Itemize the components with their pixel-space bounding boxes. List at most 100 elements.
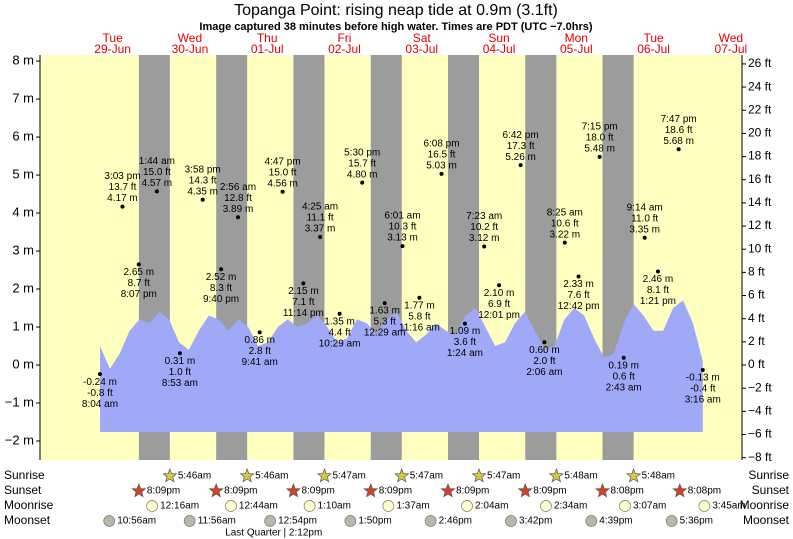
tide-point bbox=[318, 234, 323, 239]
star-icon bbox=[471, 468, 487, 483]
star-icon bbox=[316, 468, 333, 483]
star-icon bbox=[363, 483, 379, 498]
moonset-icon bbox=[505, 515, 517, 527]
sunset-time: 8:09pm bbox=[533, 486, 566, 497]
chart-title: Topanga Point: rising neap tide at 0.9m … bbox=[234, 2, 558, 19]
tide-point bbox=[482, 244, 487, 249]
tide-label: 4.4 ft bbox=[328, 327, 350, 338]
tide-label: 8:04 am bbox=[82, 399, 118, 410]
moonset-icon bbox=[585, 515, 598, 527]
row-label: Moonset bbox=[4, 513, 51, 527]
tide-label: 4.56 m bbox=[267, 178, 298, 189]
y2-tick-label: 22 ft bbox=[748, 102, 772, 116]
plot bbox=[40, 55, 742, 460]
tide-point bbox=[655, 269, 660, 274]
tide-label: 13.7 ft bbox=[109, 182, 137, 193]
y-tick-label: −2 m bbox=[5, 432, 34, 447]
tide-label: 2:06 am bbox=[526, 367, 562, 378]
tide-point bbox=[439, 171, 444, 176]
tide-label: 3.13 m bbox=[387, 233, 418, 244]
star-icon bbox=[548, 468, 564, 483]
moonrise-time: 2:34am bbox=[554, 501, 587, 512]
tide-label: 7:47 pm bbox=[661, 114, 697, 125]
moonrise-time: 3:07am bbox=[633, 501, 666, 512]
tide-label: 15.7 ft bbox=[348, 158, 376, 169]
y2-tick-label: −4 ft bbox=[748, 404, 772, 418]
tide-label: 3.6 ft bbox=[454, 337, 476, 348]
tide-label: 17.3 ft bbox=[507, 141, 535, 152]
tide-point bbox=[642, 235, 647, 240]
tide-label: 3:16 am bbox=[685, 395, 721, 406]
tide-point bbox=[400, 244, 405, 249]
day-date: 02-Jul bbox=[328, 42, 361, 56]
y2-tick-label: 14 ft bbox=[748, 195, 772, 209]
sunset-time: 8:09pm bbox=[456, 486, 489, 497]
y-tick-label: 6 m bbox=[12, 129, 34, 144]
y2-tick-label: 2 ft bbox=[748, 334, 765, 348]
tide-label: 9:14 am bbox=[627, 202, 663, 213]
tide-point bbox=[177, 351, 182, 356]
y2-tick-label: 6 ft bbox=[748, 288, 765, 302]
row-label: Moonrise bbox=[4, 498, 54, 512]
moonrise-time: 12:44am bbox=[239, 501, 278, 512]
tide-label: 8.7 ft bbox=[128, 278, 150, 289]
moonset-time: 10:56am bbox=[117, 516, 156, 527]
tide-point bbox=[417, 295, 422, 300]
y2-tick-label: 8 ft bbox=[748, 265, 765, 279]
tide-label: 3.89 m bbox=[223, 204, 254, 215]
star-icon bbox=[626, 468, 642, 483]
tide-label: 5.8 ft bbox=[408, 311, 430, 322]
moonrise-time: 1:37am bbox=[396, 501, 429, 512]
tide-label: 6:01 am bbox=[384, 211, 420, 222]
tide-label: 7.6 ft bbox=[567, 290, 589, 301]
tide-point bbox=[337, 311, 342, 316]
sunset-time: 8:09pm bbox=[224, 486, 257, 497]
tide-point bbox=[97, 372, 102, 377]
day-weekday: Wed bbox=[719, 31, 743, 45]
tide-label: 8.3 ft bbox=[210, 283, 232, 294]
moonrise-icon bbox=[619, 500, 631, 512]
day-weekday: Fri bbox=[337, 31, 351, 45]
star-icon bbox=[239, 468, 255, 483]
tide-label: 12:01 pm bbox=[478, 310, 520, 321]
sunrise-time: 5:48am bbox=[564, 471, 597, 482]
tide-point bbox=[576, 274, 581, 279]
star-icon bbox=[162, 468, 178, 483]
tide-label: -0.8 ft bbox=[87, 388, 113, 399]
day-date: 05-Jul bbox=[560, 42, 593, 56]
star-icon bbox=[594, 483, 611, 498]
tide-label: 4:25 am bbox=[302, 202, 338, 213]
day-weekday: Tue bbox=[643, 31, 664, 45]
tide-label: 4.35 m bbox=[187, 186, 218, 197]
row-label: Sunset bbox=[752, 483, 790, 497]
tide-label: 2.52 m bbox=[206, 272, 237, 283]
tide-label: 7.1 ft bbox=[292, 297, 314, 308]
tide-label: 1:21 pm bbox=[640, 296, 676, 307]
tide-label: 1.0 ft bbox=[169, 367, 191, 378]
y-tick-label: 2 m bbox=[12, 280, 34, 295]
star-icon bbox=[394, 468, 410, 483]
tide-label: 8:25 am bbox=[547, 207, 583, 218]
tide-point bbox=[236, 215, 241, 220]
sunrise-time: 5:46am bbox=[255, 471, 288, 482]
sunrise-time: 5:47am bbox=[487, 471, 520, 482]
tide-label: 18.0 ft bbox=[586, 132, 614, 143]
tide-label: 1:24 am bbox=[447, 348, 483, 359]
day-date: 04-Jul bbox=[483, 42, 516, 56]
y-tick-label: 5 m bbox=[12, 166, 34, 181]
tide-label: 0.6 ft bbox=[613, 371, 635, 382]
y-tick-label: 4 m bbox=[12, 204, 34, 219]
y2-tick-label: 24 ft bbox=[748, 79, 772, 93]
tide-label: 8:07 pm bbox=[121, 289, 157, 300]
tide-label: 16.5 ft bbox=[428, 150, 456, 161]
day-date: 03-Jul bbox=[405, 42, 438, 56]
tide-label: 5.48 m bbox=[584, 143, 615, 154]
y2-tick-label: 10 ft bbox=[748, 241, 772, 255]
tide-label: 3.35 m bbox=[629, 224, 660, 235]
day-weekday: Wed bbox=[178, 31, 202, 45]
tide-label: -0.4 ft bbox=[690, 384, 716, 395]
row-label: Moonrise bbox=[740, 498, 790, 512]
tide-point bbox=[257, 330, 262, 335]
tide-label: 15.0 ft bbox=[143, 167, 171, 178]
